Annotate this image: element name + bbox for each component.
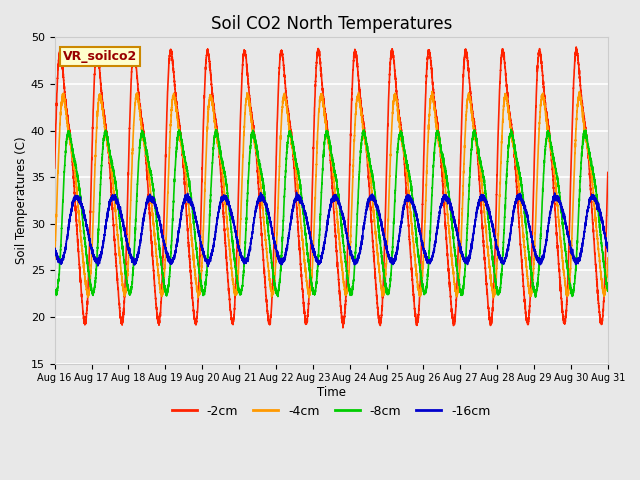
Legend: -2cm, -4cm, -8cm, -16cm: -2cm, -4cm, -8cm, -16cm bbox=[166, 400, 496, 423]
X-axis label: Time: Time bbox=[317, 386, 346, 399]
Title: Soil CO2 North Temperatures: Soil CO2 North Temperatures bbox=[211, 15, 452, 33]
Y-axis label: Soil Temperatures (C): Soil Temperatures (C) bbox=[15, 137, 28, 264]
Text: VR_soilco2: VR_soilco2 bbox=[63, 50, 137, 63]
